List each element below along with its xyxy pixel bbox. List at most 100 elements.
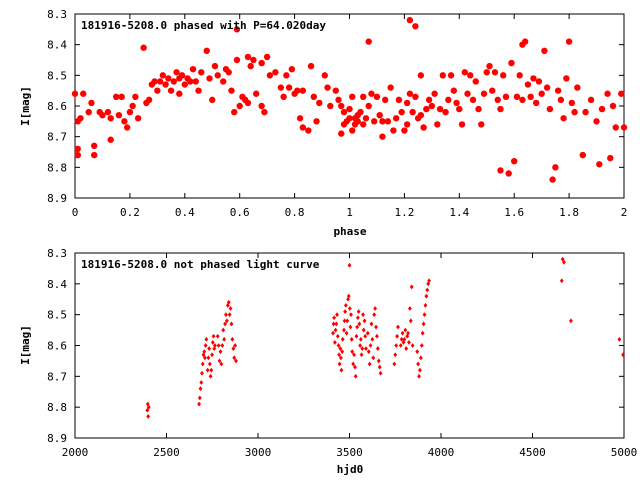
data-point — [439, 72, 447, 79]
data-point — [519, 96, 526, 104]
data-point — [104, 108, 112, 116]
data-point — [316, 99, 323, 107]
data-point — [425, 96, 433, 104]
data-point — [486, 62, 493, 70]
x-tick-label: 4000 — [428, 446, 455, 459]
data-point — [398, 343, 403, 348]
data-point — [126, 108, 134, 116]
y-axis-label: I[mag] — [19, 86, 32, 126]
y-tick-label: 8.3 — [47, 8, 67, 21]
data-point — [421, 321, 426, 327]
data-point — [229, 321, 234, 327]
x-tick-label: 5000 — [611, 446, 638, 459]
data-point — [332, 315, 337, 321]
data-point — [357, 108, 364, 116]
data-point — [340, 108, 348, 116]
data-point — [296, 115, 304, 122]
data-point — [458, 121, 466, 128]
axis-ticks: 2000 2500 3000 3500 4000 4500 5000 8.3 8.4 8.5 8.6… — [47, 247, 637, 459]
data-point — [436, 105, 444, 113]
data-point — [258, 102, 265, 110]
data-point — [557, 96, 565, 104]
data-point — [364, 346, 368, 351]
data-point — [409, 284, 414, 290]
chart-title: 181916-5208.0 phased with P=64.020day — [81, 19, 326, 32]
data-point — [491, 69, 499, 76]
data-point — [187, 78, 194, 85]
data-point — [371, 118, 378, 125]
data-point — [475, 105, 482, 113]
data-point — [456, 105, 463, 113]
data-point — [353, 373, 358, 379]
data-point — [192, 78, 199, 85]
data-point — [356, 309, 361, 314]
data-point — [442, 108, 449, 116]
data-point — [203, 343, 208, 348]
data-point — [420, 124, 427, 131]
y-tick-label: 8.4 — [47, 278, 67, 291]
data-point — [170, 78, 178, 85]
data-point — [505, 170, 512, 177]
data-point — [343, 303, 348, 308]
data-point — [532, 99, 540, 107]
data-point — [617, 336, 622, 342]
y-tick-label: 8.9 — [47, 192, 67, 205]
data-point — [198, 386, 203, 392]
data-point — [266, 72, 274, 79]
data-point — [596, 161, 603, 168]
data-point — [226, 299, 231, 305]
data-point — [353, 364, 357, 370]
data-point — [252, 90, 260, 97]
data-point — [563, 75, 570, 82]
x-tick-label: 0 — [72, 206, 79, 219]
x-tick-label: 1.4 — [449, 206, 469, 219]
data-point — [337, 361, 342, 367]
y-tick-label: 8.8 — [47, 401, 67, 414]
data-point — [107, 115, 114, 122]
data-point — [562, 259, 566, 265]
data-point — [347, 306, 352, 311]
data-point — [447, 72, 455, 79]
data-point — [349, 93, 356, 101]
data-point — [398, 108, 405, 116]
data-point — [412, 23, 419, 30]
x-tick-label: 0.8 — [285, 206, 305, 219]
data-point — [393, 352, 398, 358]
data-point — [554, 87, 562, 94]
data-point — [427, 278, 432, 284]
data-point — [336, 343, 341, 348]
data-point — [205, 367, 210, 373]
data-point — [569, 318, 573, 324]
data-point — [368, 90, 375, 97]
data-point — [552, 164, 559, 171]
data-point — [587, 96, 595, 104]
x-tick-label: 1.2 — [394, 206, 414, 219]
data-point — [219, 361, 224, 367]
data-point — [453, 99, 460, 107]
data-point — [327, 102, 334, 110]
data-point — [346, 105, 353, 113]
data-point — [228, 306, 233, 311]
data-point — [307, 62, 315, 70]
data-point — [357, 321, 362, 327]
data-point — [220, 343, 225, 348]
x-tick-label: 2 — [621, 206, 628, 219]
data-point — [428, 102, 436, 110]
data-point — [571, 108, 578, 116]
data-point — [337, 352, 341, 358]
y-tick-label: 8.7 — [47, 370, 67, 383]
unphased-light-curve-panel: 2000 2500 3000 3500 4000 4500 5000 8.3 8.4 8.5 8.6… — [19, 247, 637, 476]
data-point — [227, 312, 232, 318]
data-point — [372, 312, 377, 318]
data-point — [209, 367, 214, 373]
data-point — [80, 90, 87, 97]
data-point — [338, 130, 345, 137]
data-point — [146, 404, 151, 410]
data-point — [379, 118, 386, 125]
data-point — [99, 112, 106, 119]
data-point — [513, 93, 521, 101]
data-point — [612, 124, 619, 131]
data-point — [167, 87, 175, 94]
data-point — [574, 84, 581, 91]
